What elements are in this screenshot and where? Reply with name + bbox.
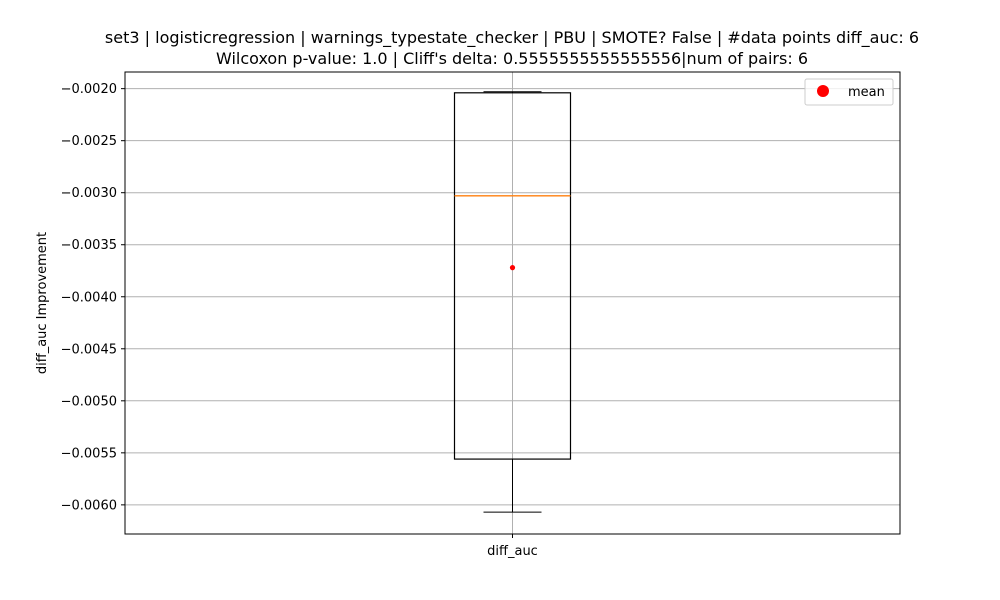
chart-title-line-1: set3 | logisticregression | warnings_typ… — [105, 28, 919, 48]
box-group — [453, 91, 572, 513]
y-tick-label: −0.0040 — [61, 290, 117, 305]
y-tick-label: −0.0035 — [61, 238, 117, 253]
y-tick-label: −0.0045 — [61, 342, 117, 357]
interquartile-box — [453, 92, 572, 460]
y-tick-label: −0.0020 — [61, 82, 117, 97]
legend-box — [804, 78, 894, 106]
y-tick-label: −0.0050 — [61, 394, 117, 409]
y-tick-label: −0.0030 — [61, 186, 117, 201]
x-axis-ticks: diff_auc — [487, 534, 538, 559]
y-tick-label: −0.0055 — [61, 446, 117, 461]
y-axis-ticks: −0.0020 −0.0025 −0.0030 −0.0035 −0.0040 −0.00… — [61, 82, 125, 513]
y-tick-label: −0.0060 — [61, 498, 117, 513]
legend-marker-mean — [817, 85, 829, 97]
chart-title-line-2: Wilcoxon p-value: 1.0 | Cliff's delta: 0… — [216, 49, 808, 68]
x-tick-label: diff_auc — [487, 544, 538, 559]
y-axis-label: diff_auc Improvement — [35, 232, 50, 374]
legend: mean — [804, 78, 894, 106]
legend-label-mean: mean — [848, 85, 885, 100]
mean-marker — [509, 265, 516, 271]
y-tick-label: −0.0025 — [61, 134, 117, 149]
